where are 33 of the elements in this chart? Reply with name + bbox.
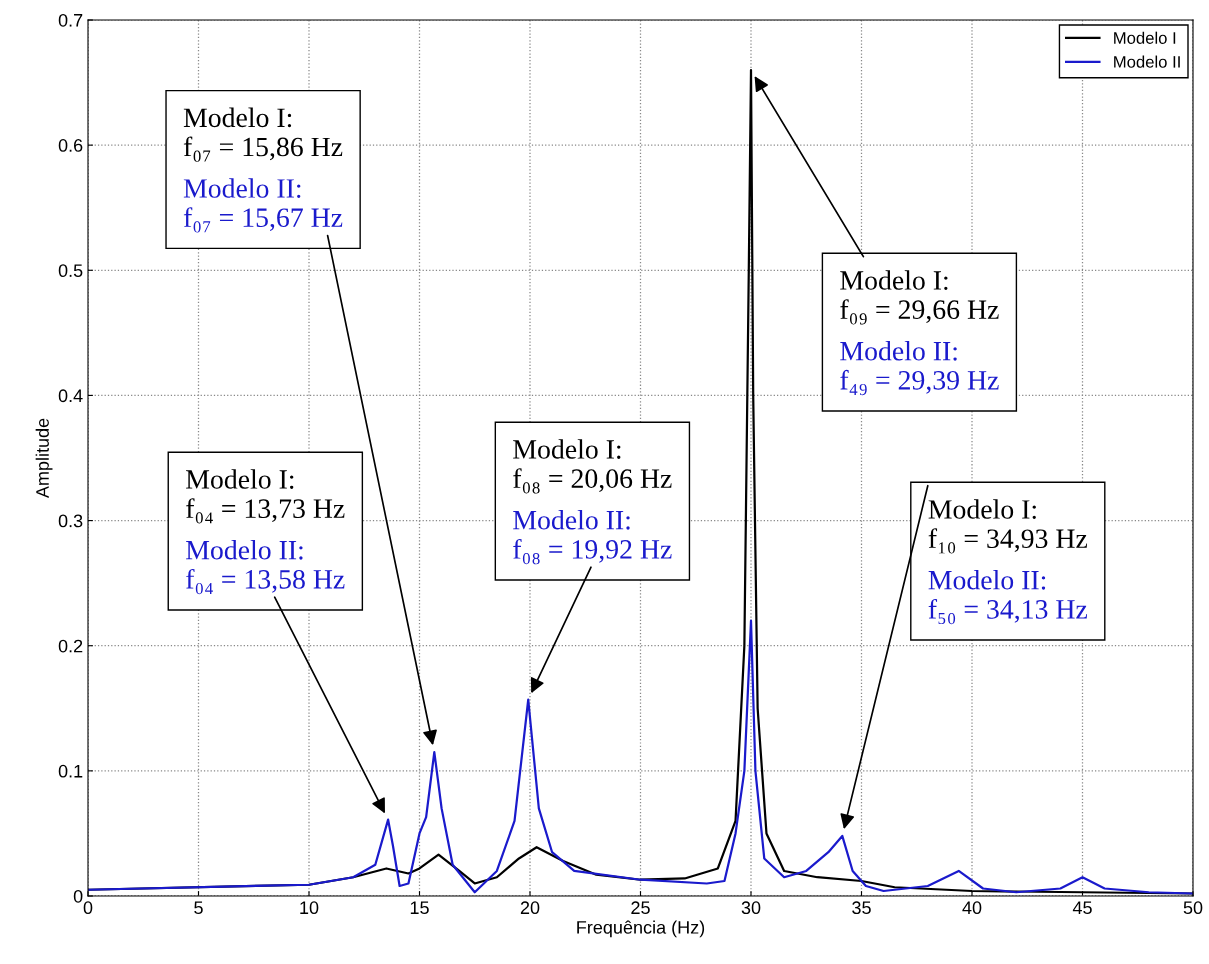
annotation: Modelo I: f₀₇ = 15,86 Hz xyxy=(183,107,343,162)
y-axis-title: Amplitude xyxy=(35,418,53,499)
y-tick-label: 0.6 xyxy=(58,139,83,152)
x-tick-label: 10 xyxy=(300,901,319,915)
y-tick-label: 0.4 xyxy=(58,389,83,403)
x-tick-label: 25 xyxy=(631,901,650,915)
annotation: Modelo I: f₀₈ = 20,06 Hz xyxy=(513,439,672,494)
x-tick-label: 30 xyxy=(741,901,761,915)
annotation: Modelo II: f₀₈ = 19,92 Hz xyxy=(513,509,672,565)
y-tick-label: 0.7 xyxy=(58,13,83,27)
x-tick-label: 50 xyxy=(1183,901,1203,915)
x-tick-label: 15 xyxy=(410,901,429,915)
x-tick-label: 35 xyxy=(852,901,871,915)
x-tick-label: 5 xyxy=(194,901,203,915)
annotation: Modelo I: f₀₄ = 13,73 Hz xyxy=(186,469,345,524)
legend-label: Modelo II xyxy=(1114,55,1180,68)
y-tick-label: 0.1 xyxy=(58,764,83,778)
y-tick-label: 0 xyxy=(73,889,83,903)
annotation: Modelo II: f₀₄ = 13,58 Hz xyxy=(186,539,345,595)
y-tick-label: 0.3 xyxy=(58,514,83,528)
x-tick-label: 0 xyxy=(83,901,93,915)
y-tick-label: 0.2 xyxy=(58,639,83,653)
x-tick-label: 45 xyxy=(1072,901,1092,915)
annotation: Modelo I: f₁₀ = 34,93 Hz xyxy=(928,499,1088,554)
y-tick-label: 0.5 xyxy=(58,264,83,278)
annotation: Modelo II: f₄₉ = 29,39 Hz xyxy=(840,341,999,396)
legend-label: Modelo I xyxy=(1114,31,1176,44)
x-tick-label: 20 xyxy=(520,901,540,915)
annotation: Modelo I: f₀₉ = 29,66 Hz xyxy=(840,270,999,325)
annotation: Modelo II: f₀₇ = 15,67 Hz xyxy=(183,178,343,233)
x-axis-title: Frequência (Hz) xyxy=(577,920,705,938)
annotation: Modelo II: f₅₀ = 34,13 Hz xyxy=(928,570,1088,625)
x-tick-label: 40 xyxy=(962,901,982,915)
